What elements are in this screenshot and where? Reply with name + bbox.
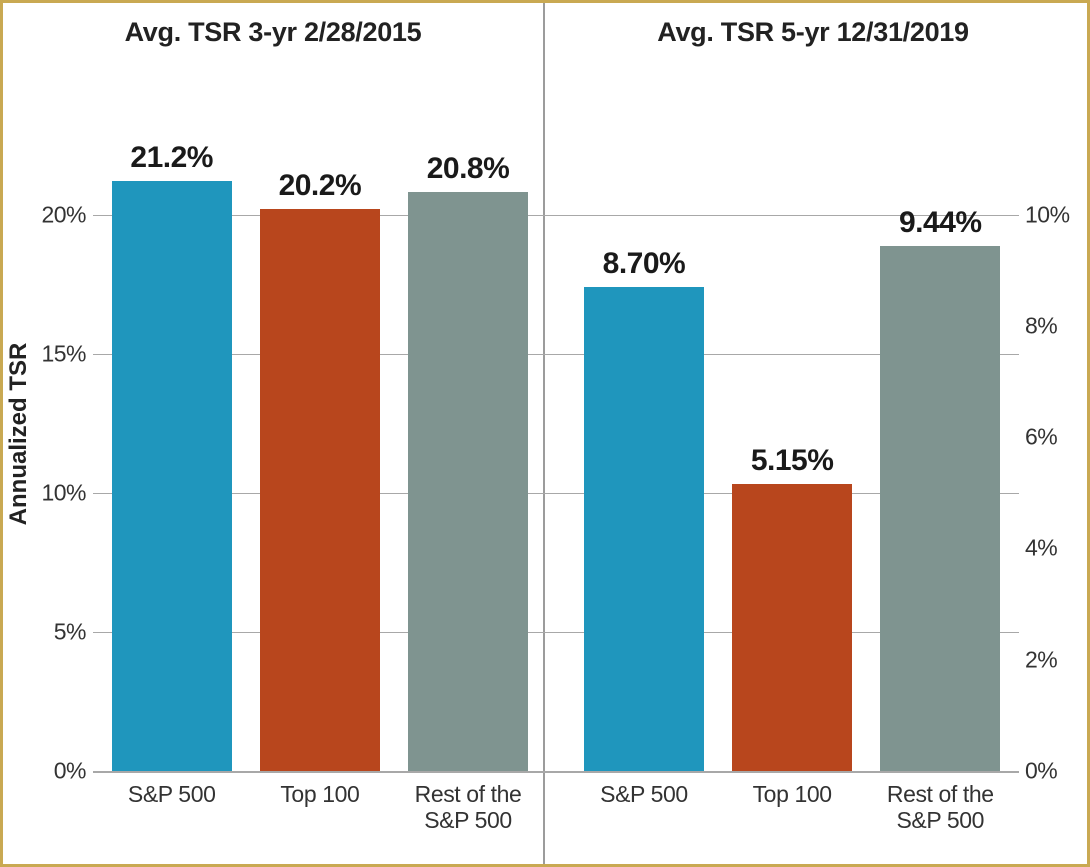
bar-value-label: 9.44%: [850, 206, 1031, 240]
y-left-tick: 0%: [41, 758, 86, 785]
y-right-tick: 2%: [1025, 646, 1077, 673]
x-category-label: Rest of theS&P 500: [868, 781, 1012, 834]
x-category-label: Top 100: [720, 781, 864, 807]
bar-left-rest: 20.8%: [408, 192, 528, 771]
x-category-label: S&P 500: [572, 781, 716, 807]
bar-value-label: 8.70%: [554, 247, 735, 281]
y-left-tick: 20%: [41, 201, 86, 228]
y-left-tick: 15%: [41, 340, 86, 367]
x-category-label: Top 100: [248, 781, 392, 807]
bar-value-label: 20.8%: [378, 152, 559, 186]
y-left-tick: 5%: [41, 618, 86, 645]
panel-title-right: Avg. TSR 5-yr 12/31/2019: [543, 17, 1083, 48]
panel-title-left: Avg. TSR 3-yr 2/28/2015: [3, 17, 543, 48]
bar-right-sp500: 8.70%: [584, 287, 704, 771]
y-axis-title: Annualized TSR: [5, 342, 33, 525]
x-category-label: Rest of theS&P 500: [396, 781, 540, 834]
bar-right-top100: 5.15%: [732, 484, 852, 771]
x-category-label: S&P 500: [99, 781, 243, 807]
y-right-tick: 6%: [1025, 424, 1077, 451]
plot-area: 0%5%10%15%20%0%2%4%6%8%10%21.2%S&P 50020…: [93, 159, 1019, 771]
tsr-bar-chart: Avg. TSR 3-yr 2/28/2015 Avg. TSR 5-yr 12…: [0, 0, 1090, 867]
y-right-tick: 10%: [1025, 201, 1077, 228]
y-right-tick: 8%: [1025, 312, 1077, 339]
bar-left-top100: 20.2%: [260, 209, 380, 771]
bar-left-sp500: 21.2%: [112, 181, 232, 771]
bar-right-rest: 9.44%: [880, 246, 1000, 771]
baseline: [93, 771, 1019, 773]
y-right-tick: 0%: [1025, 758, 1077, 785]
y-right-tick: 4%: [1025, 535, 1077, 562]
bar-value-label: 5.15%: [702, 444, 883, 478]
y-left-tick: 10%: [41, 479, 86, 506]
